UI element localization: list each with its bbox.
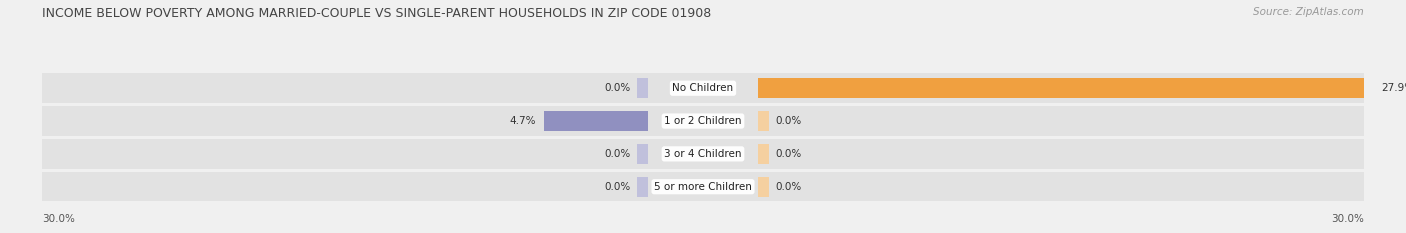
Bar <box>758 78 1372 98</box>
Text: 30.0%: 30.0% <box>42 214 75 224</box>
Bar <box>544 111 648 131</box>
Bar <box>758 111 769 131</box>
Text: Source: ZipAtlas.com: Source: ZipAtlas.com <box>1253 7 1364 17</box>
Text: 0.0%: 0.0% <box>776 116 801 126</box>
Text: 4.7%: 4.7% <box>509 116 536 126</box>
Bar <box>42 172 1364 202</box>
Bar <box>42 139 1364 169</box>
Bar <box>758 144 769 164</box>
Text: 0.0%: 0.0% <box>776 149 801 159</box>
Bar <box>637 177 648 197</box>
Text: 3 or 4 Children: 3 or 4 Children <box>664 149 742 159</box>
Text: INCOME BELOW POVERTY AMONG MARRIED-COUPLE VS SINGLE-PARENT HOUSEHOLDS IN ZIP COD: INCOME BELOW POVERTY AMONG MARRIED-COUPL… <box>42 7 711 20</box>
Text: 0.0%: 0.0% <box>605 149 630 159</box>
Text: 0.0%: 0.0% <box>605 182 630 192</box>
Text: 1 or 2 Children: 1 or 2 Children <box>664 116 742 126</box>
Bar <box>758 177 769 197</box>
Bar <box>637 78 648 98</box>
Text: 0.0%: 0.0% <box>605 83 630 93</box>
Text: 0.0%: 0.0% <box>776 182 801 192</box>
Text: 27.9%: 27.9% <box>1382 83 1406 93</box>
Text: 30.0%: 30.0% <box>1331 214 1364 224</box>
Text: 5 or more Children: 5 or more Children <box>654 182 752 192</box>
Bar <box>42 73 1364 103</box>
Bar <box>637 144 648 164</box>
Text: No Children: No Children <box>672 83 734 93</box>
Bar <box>42 106 1364 136</box>
